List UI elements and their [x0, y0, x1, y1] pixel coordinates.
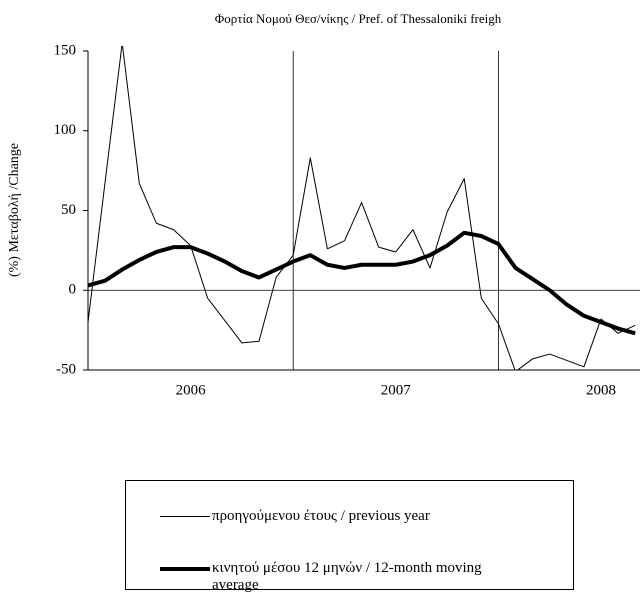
y-tick-label: 50 [61, 202, 76, 218]
series-line [88, 46, 636, 370]
x-tick-label: 2007 [381, 382, 412, 398]
legend-swatch [160, 516, 210, 517]
y-axis-label: (%) Μεταβολή /Change [7, 143, 22, 277]
legend-swatch [160, 567, 210, 571]
chart: Φορτία Νομού Θεσ/νίκης / Pref. of Thessa… [7, 11, 640, 398]
legend-label: προηγούμενου έτους / previous year [212, 508, 430, 524]
chart-title: Φορτία Νομού Θεσ/νίκης / Pref. of Thessa… [215, 11, 502, 26]
x-tick-label: 2006 [176, 382, 207, 398]
x-tick-label: 2008 [586, 382, 616, 398]
page: Φορτία Νομού Θεσ/νίκης / Pref. of Thessa… [7, 10, 640, 593]
y-tick-label: 0 [69, 282, 77, 298]
y-tick-label: -50 [56, 361, 76, 377]
y-tick-label: 150 [54, 42, 77, 58]
series-line [88, 230, 636, 336]
y-tick-label: 100 [54, 122, 77, 138]
legend: προηγούμενου έτους / previous year κινητ… [125, 480, 574, 593]
legend-label: κινητού μέσου 12 μηνών / 12-month moving… [212, 560, 482, 593]
